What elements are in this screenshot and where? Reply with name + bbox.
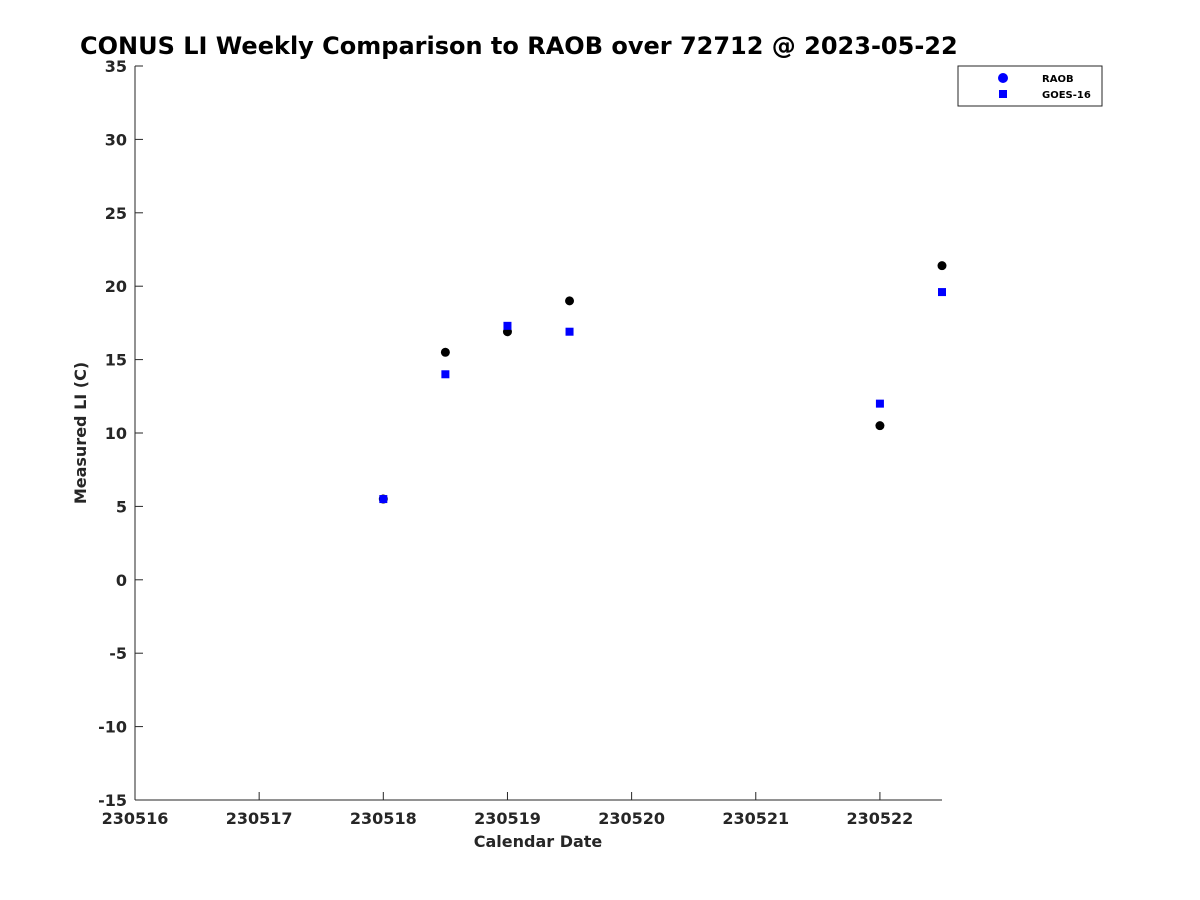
x-axis-label: Calendar Date bbox=[474, 832, 603, 851]
goes-16-point bbox=[441, 370, 450, 379]
x-tick-label: 230516 bbox=[102, 809, 169, 828]
y-tick-label: 15 bbox=[105, 351, 127, 370]
raob-point bbox=[565, 296, 575, 306]
y-tick-label: 35 bbox=[105, 57, 127, 76]
legend: RAOB GOES-16 bbox=[957, 65, 1103, 107]
x-tick-label: 230518 bbox=[350, 809, 417, 828]
x-axis-ticks: 230516 230517 230518 230519 230520 230521 2305… bbox=[102, 792, 914, 828]
x-tick-label: 230519 bbox=[474, 809, 541, 828]
legend-marker-goes-16 bbox=[999, 90, 1007, 98]
y-tick-label: -10 bbox=[98, 718, 127, 737]
raob-point bbox=[875, 421, 885, 431]
y-tick-label: 5 bbox=[116, 497, 127, 516]
raob-point bbox=[440, 347, 450, 357]
legend-label-goes-16: GOES-16 bbox=[1042, 90, 1091, 101]
goes-16-point bbox=[565, 327, 574, 336]
x-tick-label: 230517 bbox=[226, 809, 293, 828]
legend-marker-raob bbox=[998, 73, 1008, 83]
raob-point bbox=[937, 261, 947, 271]
y-tick-label: 30 bbox=[105, 130, 127, 149]
plot-axes bbox=[134, 66, 942, 801]
y-tick-label: 20 bbox=[105, 277, 127, 296]
y-tick-label: -15 bbox=[98, 791, 127, 810]
x-tick-label: 230520 bbox=[598, 809, 665, 828]
y-tick-label: 10 bbox=[105, 424, 127, 443]
y-tick-label: 25 bbox=[105, 204, 127, 223]
legend-box bbox=[957, 65, 1103, 107]
goes-16-point bbox=[875, 399, 884, 408]
y-axis-label: Measured LI (C) bbox=[71, 362, 90, 504]
legend-label-raob: RAOB bbox=[1042, 74, 1074, 85]
x-tick-label: 230521 bbox=[722, 809, 789, 828]
y-axis-ticks: -15 -10 -5 0 5 10 15 20 25 30 35 bbox=[98, 57, 143, 810]
x-tick-label: 230522 bbox=[847, 809, 914, 828]
data-points bbox=[378, 261, 947, 504]
goes-16-point bbox=[938, 288, 946, 297]
y-tick-label: -5 bbox=[109, 644, 127, 663]
goes-16-point bbox=[503, 321, 512, 330]
y-tick-label: 0 bbox=[116, 571, 127, 590]
goes-16-point bbox=[379, 495, 388, 504]
chart-title: CONUS LI Weekly Comparison to RAOB over … bbox=[80, 32, 958, 60]
